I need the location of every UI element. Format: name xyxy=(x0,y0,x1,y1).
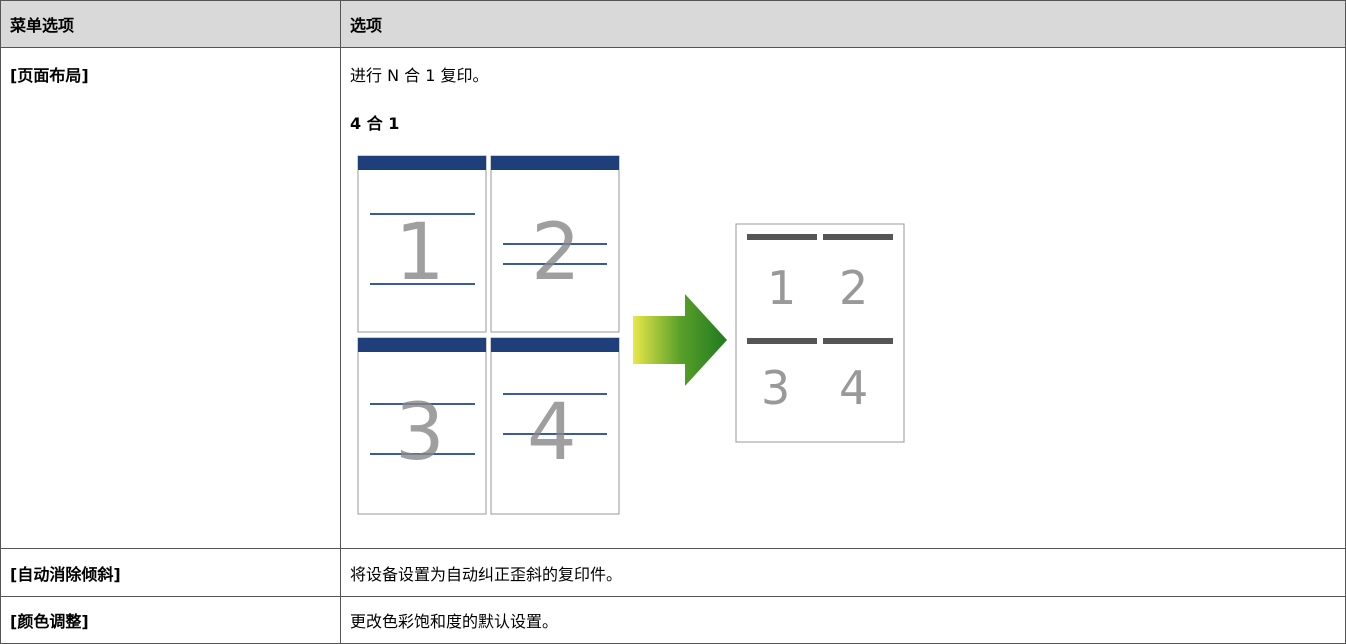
option-text: [页面布局] xyxy=(10,66,89,85)
svg-text:4: 4 xyxy=(839,361,868,415)
option-cell: [自动消除倾斜] xyxy=(0,548,341,597)
option-cell: [页面布局] xyxy=(0,47,341,549)
svg-text:3: 3 xyxy=(395,388,445,478)
svg-text:1: 1 xyxy=(767,261,796,315)
header-cell: 选项 xyxy=(340,0,1346,48)
option-text: [自动消除倾斜] xyxy=(10,564,121,584)
svg-text:3: 3 xyxy=(761,361,790,415)
option-text: [颜色调整] xyxy=(10,612,89,631)
header-text: 菜单选项 xyxy=(10,16,75,35)
header-text: 选项 xyxy=(350,16,383,35)
svg-text:1: 1 xyxy=(395,208,445,298)
description-cell: 将设备设置为自动纠正歪斜的复印件。 xyxy=(340,548,1346,597)
description-cell: 更改色彩饱和度的默认设置。 xyxy=(340,596,1346,644)
option-cell: [颜色调整] xyxy=(0,596,341,644)
header-cell: 菜单选项 xyxy=(0,0,341,48)
n-in-1-illustration: 1 23 4 1 23 4 xyxy=(357,155,905,515)
description-text: 进行 N 合 1 复印。 xyxy=(350,66,489,85)
svg-text:2: 2 xyxy=(839,261,868,315)
description-text: 将设备设置为自动纠正歪斜的复印件。 xyxy=(350,564,623,584)
subheading: 4 合 1 xyxy=(350,114,400,133)
svg-text:2: 2 xyxy=(531,208,581,298)
svg-text:4: 4 xyxy=(527,388,577,478)
description-text: 更改色彩饱和度的默认设置。 xyxy=(350,612,559,631)
